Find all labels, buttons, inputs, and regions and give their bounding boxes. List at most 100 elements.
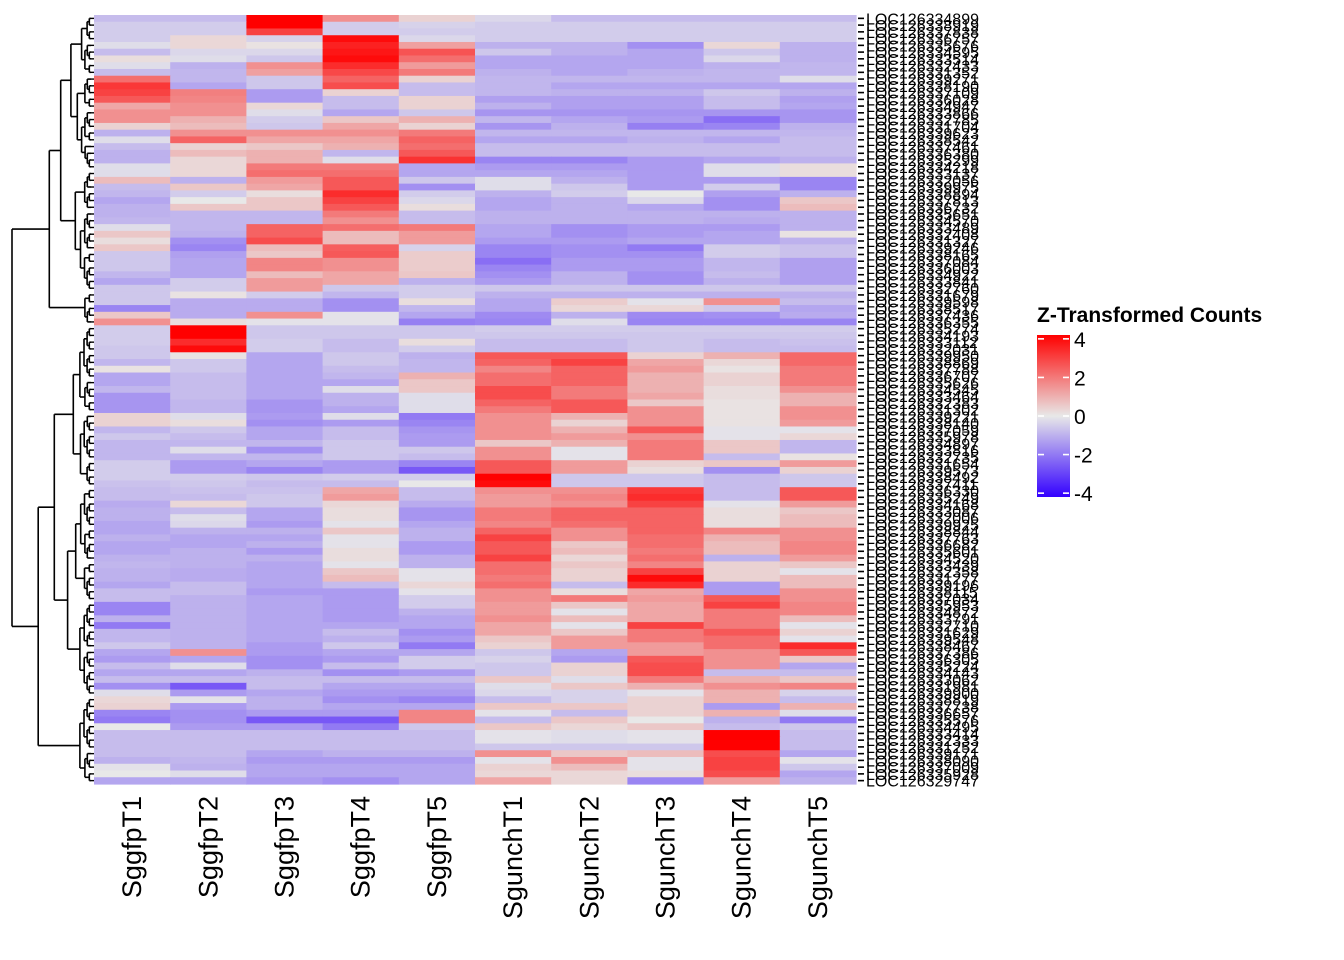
heatmap-cell — [703, 763, 781, 772]
heatmap-cell — [94, 176, 171, 185]
heatmap-cell — [170, 561, 247, 569]
heatmap-cell — [475, 480, 552, 488]
row-label: LOC126338517 — [866, 301, 979, 318]
heatmap-cell — [551, 311, 628, 320]
heatmap-cell — [779, 757, 857, 765]
heatmap-cell — [246, 642, 324, 650]
heatmap-cell — [170, 547, 247, 556]
heatmap-cell — [779, 359, 857, 367]
heatmap-cell — [703, 264, 781, 272]
heatmap-cell — [94, 318, 171, 326]
heatmap-cell — [246, 622, 324, 630]
heatmap-cell — [246, 628, 324, 637]
heatmap-cell — [779, 372, 857, 380]
heatmap-cell — [170, 635, 247, 643]
heatmap-cell — [779, 412, 857, 421]
legend-tick-label: 2 — [1074, 367, 1086, 390]
heatmap-cell — [551, 278, 628, 286]
heatmap-cell — [703, 271, 781, 279]
heatmap-cell — [551, 298, 628, 306]
heatmap-cell — [703, 89, 781, 97]
heatmap-cell — [779, 89, 857, 97]
heatmap-cell — [779, 21, 857, 30]
row-label: LOC126334570 — [866, 214, 979, 231]
heatmap-cell — [170, 473, 247, 482]
heatmap-cell — [627, 655, 705, 664]
heatmap-cell — [94, 75, 171, 84]
heatmap-cell — [779, 291, 857, 299]
heatmap-cell — [246, 15, 324, 23]
row-label: LOC126331252 — [866, 740, 979, 757]
heatmap-cell — [703, 372, 781, 380]
heatmap-cell — [551, 122, 628, 131]
heatmap-cell — [94, 642, 171, 650]
heatmap-cell — [627, 662, 705, 670]
heatmap-cell — [170, 669, 247, 677]
heatmap-cell — [551, 210, 628, 218]
heatmap-cell — [322, 28, 400, 36]
heatmap-cell — [170, 230, 247, 239]
heatmap-cell — [551, 419, 628, 428]
heatmap-cell — [170, 163, 247, 171]
column-label: SggfpT4 — [346, 796, 376, 898]
heatmap-cell — [703, 743, 781, 751]
heatmap-cell — [703, 136, 781, 144]
heatmap-cell — [551, 392, 628, 401]
heatmap-cell — [398, 453, 476, 461]
heatmap-cell — [322, 574, 400, 583]
heatmap-cell — [703, 55, 781, 63]
heatmap-cell — [475, 338, 552, 347]
heatmap-cell — [170, 763, 247, 772]
heatmap-cell — [246, 588, 324, 596]
heatmap-cell — [398, 534, 476, 542]
heatmap-cell — [398, 716, 476, 724]
heatmap-cell — [779, 689, 857, 697]
heatmap-cell — [779, 305, 857, 313]
heatmap-cell — [94, 696, 171, 704]
heatmap-cell — [779, 453, 857, 461]
heatmap-cell — [94, 305, 171, 313]
heatmap-cell — [398, 89, 476, 97]
heatmap-cell — [322, 703, 400, 711]
row-label: LOC126333489 — [866, 220, 979, 237]
heatmap-cell — [779, 251, 857, 259]
heatmap-cell — [94, 703, 171, 711]
heatmap-cell — [322, 217, 400, 225]
heatmap-cell — [627, 473, 705, 482]
heatmap-cell — [551, 224, 628, 232]
heatmap-cell — [170, 446, 247, 455]
heatmap-cell — [779, 682, 857, 691]
heatmap-cell — [475, 493, 552, 502]
row-label: LOC126333062 — [866, 672, 979, 689]
row-label: LOC126338165 — [866, 247, 979, 264]
heatmap-cell — [551, 460, 628, 468]
heatmap-cell — [322, 763, 400, 772]
heatmap-cell — [475, 608, 552, 616]
heatmap-cell — [246, 48, 324, 57]
heatmap-cell — [170, 541, 247, 549]
heatmap-cell — [475, 642, 552, 650]
row-label: LOC126339950 — [866, 349, 979, 366]
heatmap-cell — [322, 170, 400, 178]
heatmap-cell — [322, 709, 400, 718]
heatmap-cell — [170, 595, 247, 603]
heatmap-cell — [398, 520, 476, 529]
heatmap-cell — [551, 203, 628, 212]
row-label: LOC126333514 — [866, 52, 979, 69]
heatmap-cell — [322, 332, 400, 340]
heatmap-cell — [703, 230, 781, 239]
heatmap-cell — [94, 723, 171, 731]
heatmap-cell — [551, 156, 628, 165]
heatmap-cell — [170, 197, 247, 205]
row-label: LOC126335676 — [866, 38, 979, 55]
row-label: LOC126333439 — [866, 558, 979, 575]
heatmap-cell — [475, 298, 552, 306]
heatmap-cell — [703, 520, 781, 529]
heatmap-cell — [170, 62, 247, 70]
row-label: LOC126338869 — [866, 355, 979, 372]
row-label: LOC126336657 — [866, 706, 979, 723]
heatmap-cell — [246, 338, 324, 347]
heatmap-cell — [703, 203, 781, 212]
heatmap-cell — [246, 210, 324, 218]
row-label: LOC126337813 — [866, 194, 979, 211]
